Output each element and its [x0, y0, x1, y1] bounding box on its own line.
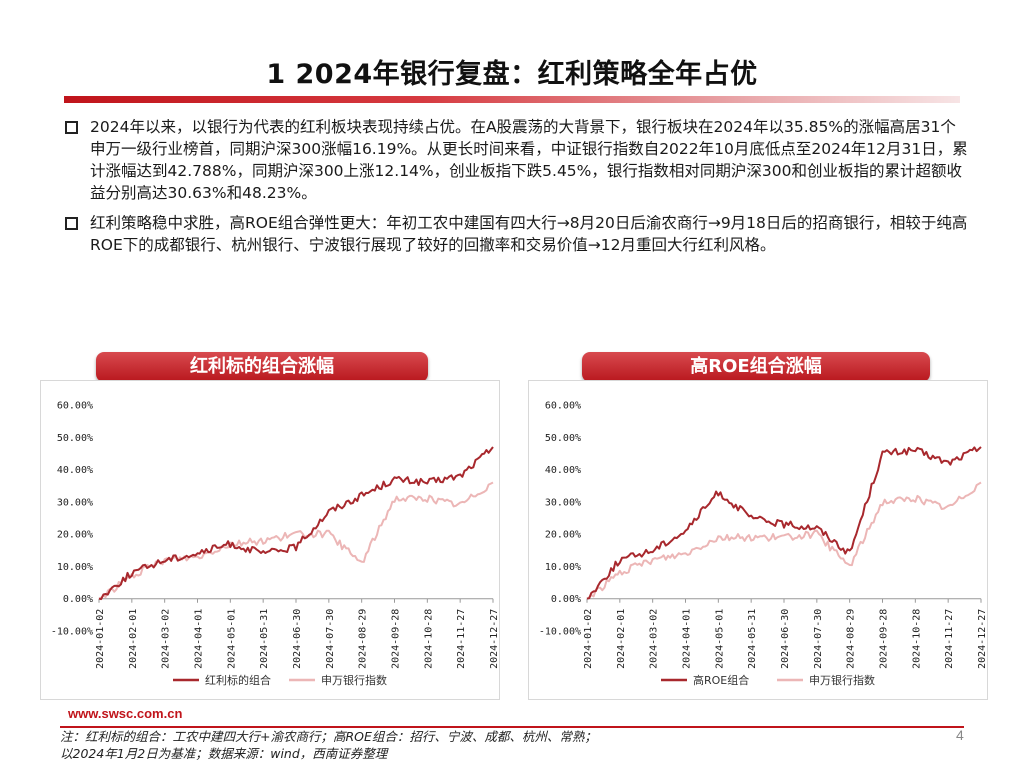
x-tick-label: 2024-06-30 [780, 609, 791, 669]
y-tick-label: 40.00% [545, 465, 581, 476]
x-tick-label: 2024-08-29 [358, 609, 369, 669]
x-tick-label: 2024-07-30 [325, 609, 336, 669]
x-tick-label: 2024-09-28 [879, 609, 890, 669]
square-bullet-icon [65, 121, 78, 134]
footer-url[interactable]: www.swsc.com.cn [68, 706, 183, 721]
x-tick-label: 2024-05-31 [747, 609, 758, 669]
title-underline [64, 96, 960, 103]
footnote: 注：红利标的组合：工农中建四大行+渝农商行；高ROE组合：招行、宁波、成都、杭州… [60, 728, 597, 762]
legend-label: 高ROE组合 [693, 673, 749, 687]
page-title: 1 2024年银行复盘：红利策略全年占优 [266, 59, 758, 90]
bullet-list: 2024年以来，以银行为代表的红利板块表现持续占优。在A股震荡的大背景下，银行板… [60, 116, 970, 264]
y-tick-label: 60.00% [57, 401, 93, 412]
x-tick-label: 2024-03-02 [649, 609, 660, 669]
line-chart-dividend: -10.00% 0.00% 10.00% 20.00% 30.00% 40.00% 50.0… [51, 401, 500, 688]
y-tick-label: 30.00% [57, 497, 93, 508]
x-tick-label: 2024-02-01 [616, 609, 627, 669]
x-tick-label: 2024-08-29 [846, 609, 857, 669]
x-tick-label: 2024-01-02 [95, 609, 106, 669]
x-tick-label: 2024-10-28 [423, 609, 434, 669]
footer-divider [60, 726, 964, 728]
series-line [98, 481, 494, 600]
footnote-line: 以2024年1月2日为基准；数据来源：wind，西南证券整理 [60, 746, 388, 761]
x-tick-label: 2024-05-31 [259, 609, 270, 669]
x-tick-label: 2024-06-30 [292, 609, 303, 669]
x-tick-label: 2024-12-27 [489, 609, 499, 669]
footnote-line: 注：红利标的组合：工农中建四大行+渝农商行；高ROE组合：招行、宁波、成都、杭州… [60, 729, 597, 744]
x-tick-label: 2024-11-27 [944, 609, 955, 669]
x-tick-label: 2024-12-27 [977, 609, 987, 669]
bullet-text: 2024年以来，以银行为代表的红利板块表现持续占优。在A股震荡的大背景下，银行板… [90, 118, 968, 202]
y-tick-label: 40.00% [57, 465, 93, 476]
legend-label: 申万银行指数 [321, 673, 387, 687]
x-tick-label: 2024-11-27 [456, 609, 467, 669]
chart-panel-dividend: -10.00% 0.00% 10.00% 20.00% 30.00% 40.00% 50.0… [40, 380, 500, 700]
legend-label: 申万银行指数 [809, 673, 875, 687]
x-tick-label: 2024-03-02 [161, 609, 172, 669]
x-tick-label: 2024-05-01 [714, 609, 725, 669]
series-line [586, 446, 982, 600]
x-tick-label: 2024-02-01 [128, 609, 139, 669]
chart-panel-high-roe: -10.00% 0.00% 10.00% 20.00% 30.00% 40.00% 50.0… [528, 380, 988, 700]
y-tick-label: 10.00% [545, 562, 581, 573]
x-tick-label: 2024-01-02 [583, 609, 594, 669]
page-number: 4 [956, 727, 964, 743]
bullet-item: 2024年以来，以银行为代表的红利板块表现持续占优。在A股震荡的大背景下，银行板… [60, 116, 970, 204]
bullet-item: 红利策略稳中求胜，高ROE组合弹性更大：年初工农中建国有四大行→8月20日后渝农… [60, 212, 970, 256]
line-chart-high-roe: -10.00% 0.00% 10.00% 20.00% 30.00% 40.00% 50.0… [539, 401, 988, 688]
x-tick-label: 2024-07-30 [813, 609, 824, 669]
y-tick-label: 0.00% [551, 594, 581, 605]
x-tick-label: 2024-09-28 [391, 609, 402, 669]
series-line [586, 481, 982, 600]
y-tick-label: 30.00% [545, 497, 581, 508]
y-tick-label: -10.00% [51, 627, 93, 638]
square-bullet-icon [65, 217, 78, 230]
y-tick-label: 60.00% [545, 401, 581, 412]
y-tick-label: 50.00% [545, 433, 581, 444]
x-tick-label: 2024-05-01 [226, 609, 237, 669]
x-tick-label: 2024-04-01 [194, 609, 205, 669]
chart-header-dividend: 红利标的组合涨幅 [96, 352, 428, 382]
y-tick-label: -10.00% [539, 627, 581, 638]
x-tick-label: 2024-10-28 [911, 609, 922, 669]
legend-label: 红利标的组合 [205, 673, 271, 687]
series-line [98, 446, 494, 601]
x-tick-label: 2024-04-01 [682, 609, 693, 669]
y-tick-label: 10.00% [57, 562, 93, 573]
y-tick-label: 20.00% [57, 530, 93, 541]
y-tick-label: 50.00% [57, 433, 93, 444]
bullet-text: 红利策略稳中求胜，高ROE组合弹性更大：年初工农中建国有四大行→8月20日后渝农… [90, 214, 968, 254]
chart-header-high-roe: 高ROE组合涨幅 [582, 352, 930, 382]
y-tick-label: 20.00% [545, 530, 581, 541]
y-tick-label: 0.00% [63, 594, 93, 605]
